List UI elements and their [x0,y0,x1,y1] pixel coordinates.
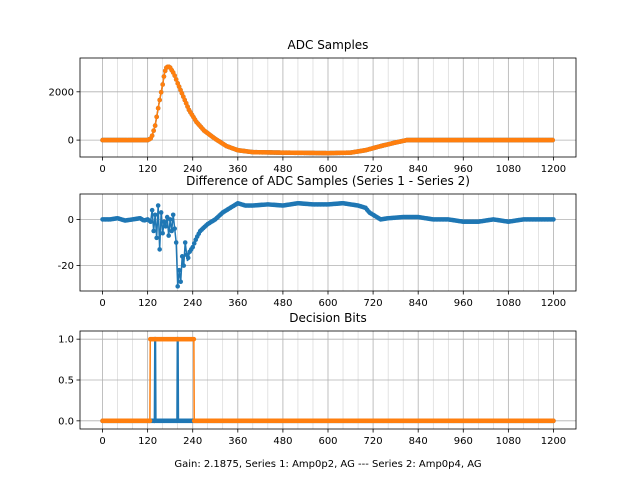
difference-axes-frame [79,193,577,292]
difference-x-tick-label: 840 [409,298,428,309]
adc-samples-x-tick-label: 1200 [541,164,566,175]
adc-samples-title: ADC Samples [288,38,369,52]
adc-samples-panel: 0 120 240 360 480 600 720 840 960 1080 1200 0 2000 AD… [49,38,577,175]
footer-label: Gain: 2.1875, Series 1: Amp0p2, AG --- S… [174,459,481,470]
difference-series-1-point [166,233,171,238]
difference-series-1-point [148,219,153,225]
difference-series-1-point [163,224,168,229]
difference-x-tick-label: 240 [183,298,202,309]
decision-bits-plot-area [100,336,556,424]
difference-panel: 0 120 240 360 480 600 720 840 960 1080 1200 -20 0 Dif… [58,174,577,309]
difference-x-tick-label: 1200 [541,298,566,309]
decision-bits-panel: 0 120 240 360 480 600 720 840 960 1080 1200 0.0 0.5 1… [58,311,577,447]
difference-series-1-point [157,247,162,252]
adc-samples-x-tick-label: 720 [364,164,383,175]
decision-bits-x-tick-label: 1080 [496,436,521,447]
adc-samples-y-tick-label: 0 [68,136,74,147]
difference-x-tick-label: 960 [454,298,473,309]
adc-samples-plot-area [100,64,555,156]
decision-bits-y-tick-label: 1.0 [58,335,74,346]
adc-samples-series-2-point [151,128,156,133]
difference-series-1-point [151,228,156,234]
adc-samples-series-2-point [149,133,155,138]
adc-samples-series-2-point [154,114,159,120]
decision-bits-x-tick-label: 600 [318,436,337,447]
difference-series-1-point [175,284,180,289]
decision-bits-x-tick-label: 1200 [541,436,566,447]
decision-bits-x-tick-label: 480 [273,436,292,447]
difference-series-1-point [160,230,165,236]
difference-x-tick-label: 720 [364,298,383,309]
difference-x-tick-label: 600 [318,298,337,309]
difference-x-tick-label: 360 [228,298,247,309]
difference-x-tick-label: 1080 [496,298,521,309]
difference-series-1-point [167,217,173,222]
difference-title: Difference of ADC Samples (Series 1 - Se… [186,174,470,188]
difference-series-1-point [173,240,179,245]
adc-samples-series-2-point [152,123,158,128]
adc-samples-x-tick-label: 600 [318,164,337,175]
difference-x-tick-label: 120 [138,298,157,309]
decision-bits-x-tick-label: 240 [183,436,202,447]
decision-bits-x-tick-label: 840 [409,436,428,447]
adc-samples-axes-frame [79,57,577,158]
decision-bits-x-tick-label: 720 [364,436,383,447]
difference-series-1-point [155,203,161,208]
difference-series-1-point [149,207,155,213]
adc-samples-series-2-point [160,82,165,87]
adc-samples-x-tick-label: 0 [99,164,105,175]
adc-samples-series-2-point [173,77,179,82]
difference-x-tick-label: 0 [99,298,105,309]
adc-samples-x-tick-label: 480 [273,164,292,175]
decision-bits-x-tick-label: 0 [99,436,105,447]
difference-series-1-point [179,254,185,259]
difference-series-1-point [154,235,159,241]
difference-series-1-point [185,255,191,261]
difference-series-1-point [170,212,176,218]
adc-samples-series-2-point [172,73,177,78]
difference-y-tick-label: 0 [68,215,74,226]
decision-bits-series-2-point [147,418,153,424]
adc-samples-y-tick-label: 2000 [49,87,74,98]
adc-samples-series-2-point [161,74,167,79]
decision-bits-series-2-point [191,336,197,342]
difference-series-1-point [190,244,196,250]
difference-series-1-point [178,279,183,285]
decision-bits-title: Decision Bits [289,311,366,325]
difference-series-1-point [158,210,164,215]
adc-samples-x-tick-label: 120 [138,164,157,175]
difference-series-1-point [182,240,188,245]
adc-samples-series-2-point [155,105,161,111]
adc-samples-series-2-point [158,89,164,95]
difference-series-1-point [181,263,187,268]
difference-x-tick-label: 480 [273,298,292,309]
difference-series-1-point [551,217,556,222]
difference-series-1-point [152,212,158,218]
decision-bits-y-tick-label: 0.0 [58,416,74,427]
difference-series-1-point [176,267,182,273]
adc-samples-series-2-point [550,137,555,143]
difference-y-tick-label: -20 [58,261,74,272]
difference-series-1-point [172,226,177,231]
adc-samples-series-2-point [157,97,162,103]
adc-samples-x-tick-label: 1080 [496,164,521,175]
decision-bits-y-tick-label: 0.5 [58,376,74,387]
difference-series-1-point [191,241,197,246]
decision-bits-x-tick-label: 120 [138,436,157,447]
difference-series-1-point [161,219,167,225]
difference-plot-area [100,200,556,289]
decision-bits-x-tick-label: 360 [228,436,247,447]
adc-samples-x-tick-label: 840 [409,164,428,175]
adc-samples-x-tick-label: 360 [228,164,247,175]
decision-bits-x-tick-label: 960 [454,436,473,447]
decision-bits-axes-frame [79,330,577,430]
adc-samples-x-tick-label: 240 [183,164,202,175]
decision-bits-series-2-point [551,418,556,424]
adc-samples-x-tick-label: 960 [454,164,473,175]
